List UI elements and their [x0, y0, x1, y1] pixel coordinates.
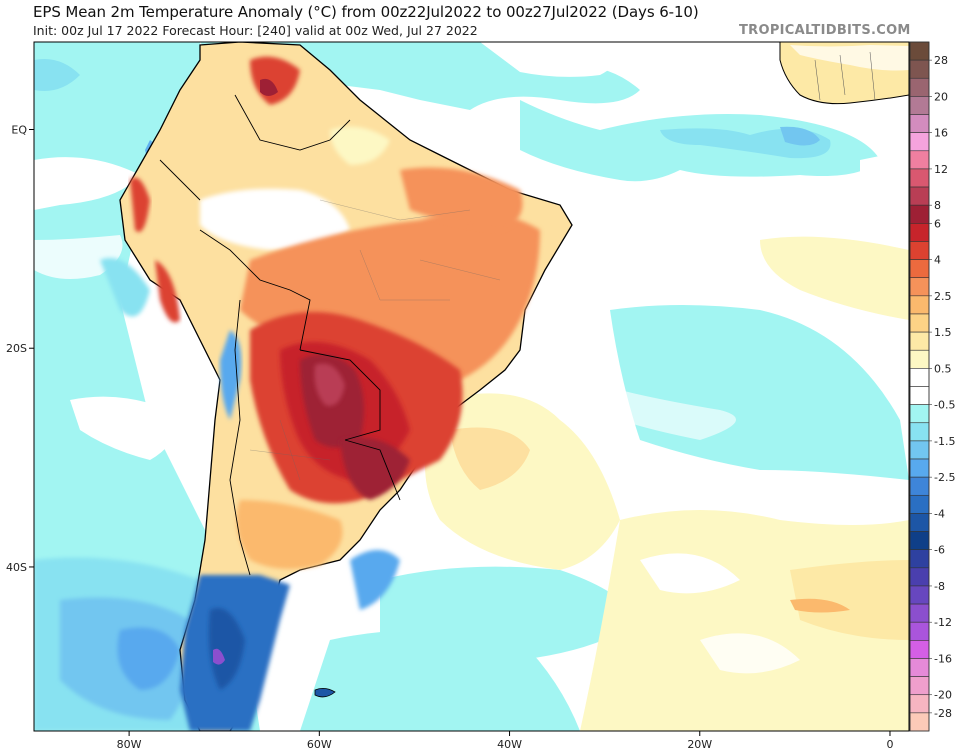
legend-label: -28 — [934, 707, 952, 720]
legend-swatch — [910, 658, 929, 676]
legend-swatch — [910, 477, 929, 495]
legend-swatch — [910, 586, 929, 604]
legend-label: 1.5 — [934, 326, 952, 339]
legend-swatch — [910, 441, 929, 459]
legend-swatch — [910, 187, 929, 205]
x-tick-label: 80W — [117, 738, 142, 750]
legend-swatch — [910, 133, 929, 151]
legend-swatch — [910, 695, 929, 713]
legend-swatch — [910, 713, 929, 731]
legend-label: 6 — [934, 217, 941, 230]
legend-swatch — [910, 532, 929, 550]
legend-label: -0.5 — [934, 399, 955, 412]
legend-swatch — [910, 96, 929, 114]
legend-label: 4 — [934, 254, 941, 267]
legend-swatch — [910, 296, 929, 314]
x-tick-label: 40W — [497, 738, 522, 750]
legend-swatch — [910, 350, 929, 368]
legend-label: 20 — [934, 90, 948, 103]
legend-label: -12 — [934, 616, 952, 629]
legend-swatch — [910, 260, 929, 278]
legend-label: 8 — [934, 199, 941, 212]
legend-swatch — [910, 278, 929, 296]
x-tick-label: 60W — [307, 738, 332, 750]
legend-swatch — [910, 314, 929, 332]
legend-label: -1.5 — [934, 435, 955, 448]
map-field — [34, 42, 909, 731]
legend-swatch — [910, 60, 929, 78]
legend-swatch — [910, 622, 929, 640]
legend-swatch — [910, 550, 929, 568]
y-tick-label: 20S — [6, 342, 27, 355]
y-tick-label: 40S — [6, 561, 27, 574]
legend-label: 28 — [934, 54, 948, 67]
legend-swatch — [910, 405, 929, 423]
legend-swatch — [910, 677, 929, 695]
legend-swatch — [910, 223, 929, 241]
legend-swatch — [910, 205, 929, 223]
legend-label: -20 — [934, 689, 952, 702]
legend-swatch — [910, 423, 929, 441]
legend-swatch — [910, 568, 929, 586]
legend-swatch — [910, 640, 929, 658]
west-africa-land — [780, 42, 909, 104]
legend-label: -6 — [934, 544, 945, 557]
legend-swatch — [910, 368, 929, 386]
legend-swatch — [910, 78, 929, 96]
legend-swatch — [910, 387, 929, 405]
legend-label: -8 — [934, 580, 945, 593]
legend-swatch — [910, 241, 929, 259]
legend-label: 16 — [934, 127, 948, 140]
legend-swatch — [910, 604, 929, 622]
legend-swatch — [910, 151, 929, 169]
legend-swatch — [910, 332, 929, 350]
legend-label: 2.5 — [934, 290, 952, 303]
legend-swatch — [910, 513, 929, 531]
legend-swatch — [910, 169, 929, 187]
legend-label: -4 — [934, 507, 945, 520]
legend-label: -2.5 — [934, 471, 955, 484]
x-axis: 80W 60W 40W 20W 0 — [117, 731, 894, 750]
legend-swatch — [910, 495, 929, 513]
legend-swatch — [910, 42, 929, 60]
legend-label: 12 — [934, 163, 948, 176]
y-tick-label: EQ — [11, 123, 27, 136]
legend-label: -16 — [934, 652, 952, 665]
legend-swatch — [910, 459, 929, 477]
legend-label: 0.5 — [934, 362, 952, 375]
y-axis: EQ 20S 40S — [6, 123, 34, 573]
x-tick-label: 20W — [687, 738, 712, 750]
legend-swatch — [910, 115, 929, 133]
